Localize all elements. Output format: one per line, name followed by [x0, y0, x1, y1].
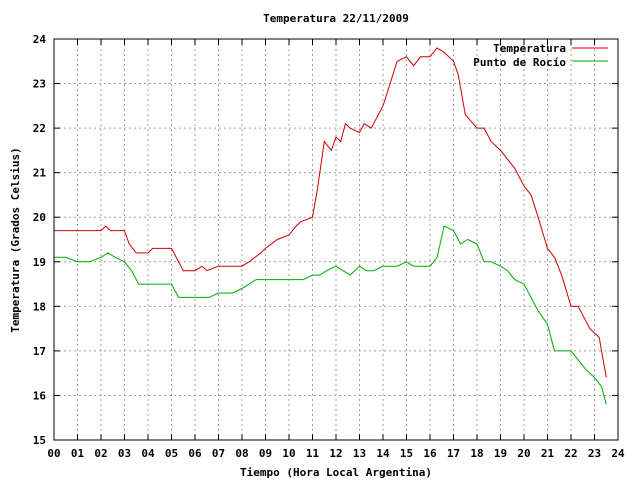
y-tick-label: 16 [33, 389, 47, 402]
x-tick-label: 06 [188, 447, 202, 460]
x-tick-label: 07 [212, 447, 225, 460]
x-tick-label: 21 [541, 447, 555, 460]
x-tick-label: 00 [47, 447, 60, 460]
x-tick-label: 05 [165, 447, 178, 460]
x-tick-label: 24 [611, 447, 625, 460]
grid-lines [54, 39, 618, 440]
x-tick-label: 15 [400, 447, 413, 460]
x-tick-label: 12 [329, 447, 342, 460]
y-tick-label: 17 [33, 345, 46, 358]
x-tick-label: 04 [141, 447, 155, 460]
y-tick-label: 22 [33, 122, 46, 135]
y-tick-label: 15 [33, 434, 46, 447]
x-tick-labels: 00 01 02 03 04 05 06 07 08 09 10 11 12 13 14 15 16 17 18 19… [47, 447, 625, 460]
y-tick-label: 21 [33, 167, 47, 180]
x-tick-label: 01 [71, 447, 85, 460]
y-tick-label: 18 [33, 300, 46, 313]
y-tick-label: 20 [33, 211, 46, 224]
x-axis-title: Tiempo (Hora Local Argentina) [240, 466, 432, 479]
legend-label-punto-de-rocio: Punto de Rocío [473, 56, 566, 69]
x-tick-label: 13 [353, 447, 366, 460]
chart-title: Temperatura 22/11/2009 [263, 12, 409, 25]
x-tick-label: 17 [447, 447, 460, 460]
x-tick-label: 11 [306, 447, 320, 460]
axis-ticks [53, 38, 619, 441]
y-tick-label: 23 [33, 78, 46, 91]
x-tick-label: 08 [235, 447, 248, 460]
series-line-punto-de-rocio [54, 225, 607, 405]
y-axis-title: Temperatura (Grados Celsius) [9, 147, 22, 332]
legend-label-temperatura: Temperatura [493, 42, 566, 55]
x-tick-label: 19 [494, 447, 507, 460]
x-tick-label: 23 [588, 447, 601, 460]
x-tick-label: 18 [470, 447, 483, 460]
x-tick-label: 14 [376, 447, 390, 460]
series-lines [54, 47, 607, 405]
x-tick-label: 09 [259, 447, 272, 460]
x-tick-label: 22 [564, 447, 577, 460]
x-tick-label: 03 [118, 447, 131, 460]
x-tick-label: 10 [282, 447, 295, 460]
y-tick-labels: 15 16 17 18 19 20 21 22 23 24 [33, 33, 47, 447]
series-line-temperatura [54, 47, 607, 378]
x-tick-label: 16 [423, 447, 437, 460]
x-tick-label: 20 [517, 447, 530, 460]
x-tick-label: 02 [94, 447, 107, 460]
y-tick-label: 19 [33, 256, 46, 269]
legend: Temperatura Punto de Rocío [473, 42, 608, 69]
y-tick-label: 24 [33, 33, 47, 46]
